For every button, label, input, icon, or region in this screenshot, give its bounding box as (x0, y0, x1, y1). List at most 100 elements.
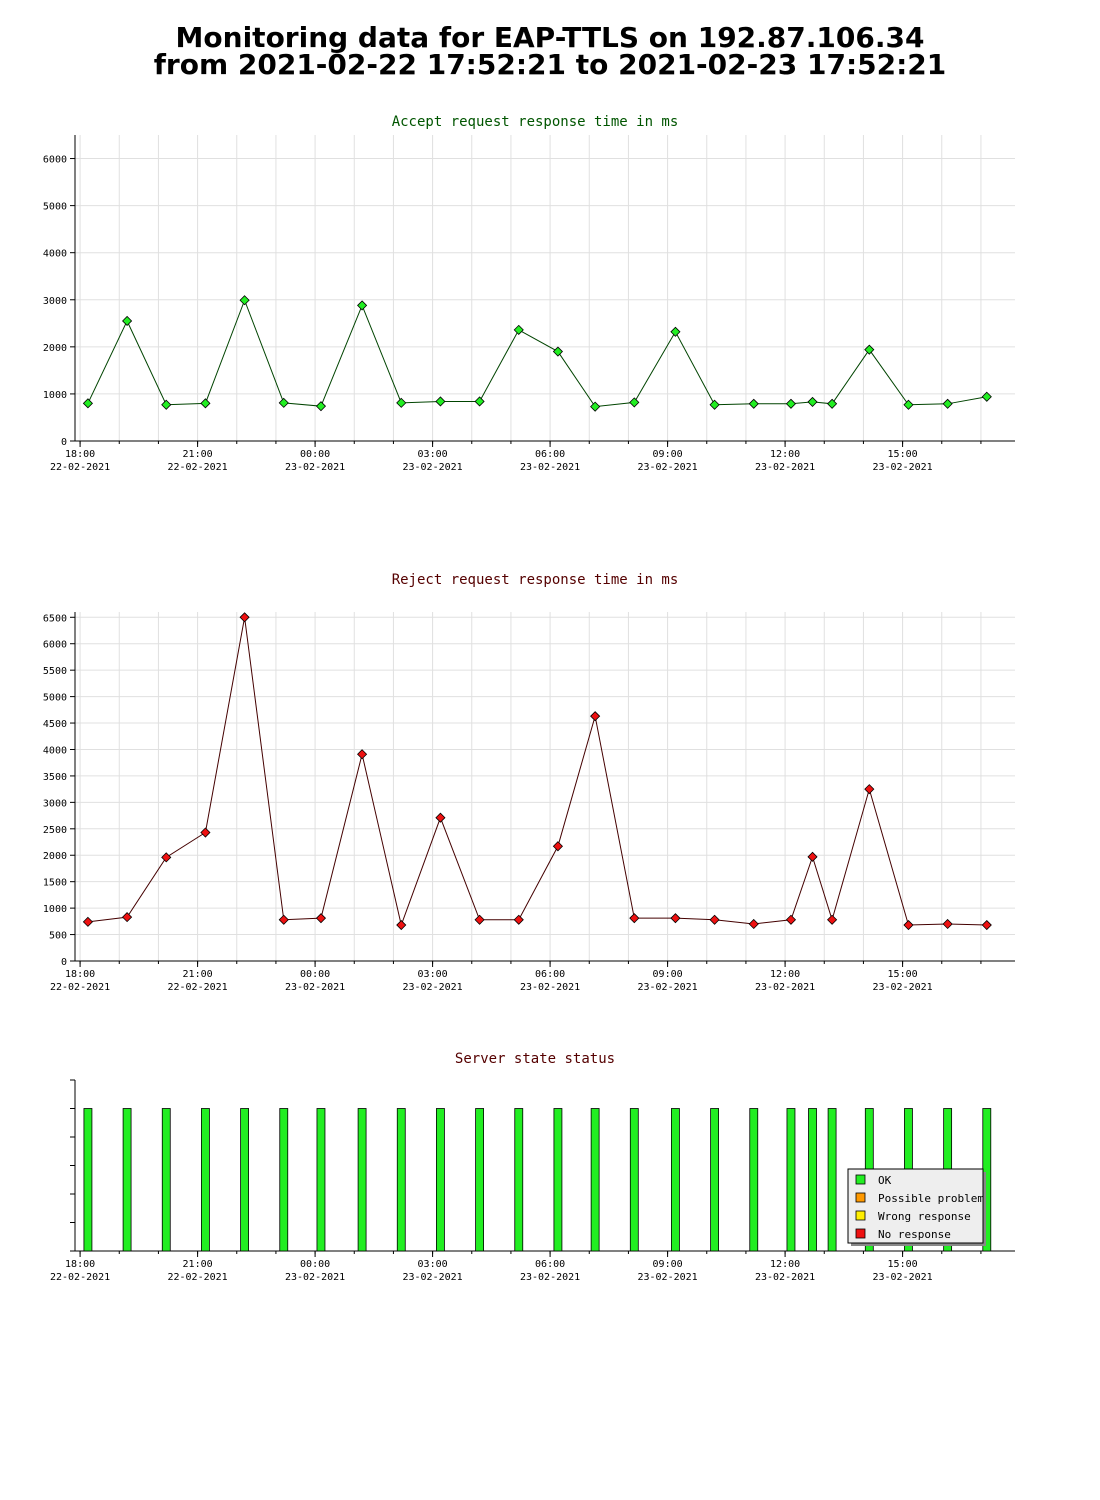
status-bar (671, 1108, 680, 1252)
y-tick-label: 3000 (43, 296, 67, 307)
reject-data-point (709, 914, 720, 925)
accept-data-point (709, 399, 720, 410)
x-tick-label-date: 23-02-2021 (872, 982, 932, 993)
reject-data-point (200, 827, 211, 838)
y-tick-label: 1500 (43, 878, 67, 889)
page-title: Monitoring data for EAP-TTLS on 192.87.1… (0, 21, 1100, 79)
reject-data-point (396, 919, 407, 931)
status-legend: OK Possible problem Wrong response No respo… (847, 1168, 986, 1246)
accept-data-point (670, 326, 681, 337)
status-bar (808, 1108, 817, 1252)
x-tick-label-date: 23-02-2021 (285, 1272, 345, 1283)
x-tick-label-time: 06:00 (535, 449, 565, 460)
x-tick-label-time: 09:00 (653, 1259, 683, 1270)
y-tick-label: 2000 (43, 343, 67, 354)
reject-data-point (785, 914, 797, 925)
status-bar (710, 1108, 719, 1252)
legend-swatch (855, 1192, 866, 1203)
reject-data-point (629, 913, 640, 924)
x-tick-label-time: 18:00 (65, 449, 95, 460)
legend-swatch (855, 1228, 866, 1239)
reject-data-point (315, 913, 327, 924)
x-tick-label-time: 09:00 (653, 969, 683, 980)
x-tick-label-time: 12:00 (770, 969, 800, 980)
reject-data-point (435, 812, 446, 823)
status-bar (201, 1108, 210, 1252)
accept-data-point (396, 397, 407, 408)
accept-data-point (200, 398, 211, 409)
status-bar (514, 1108, 524, 1252)
status-bar (240, 1108, 249, 1252)
legend-label: Possible problem (878, 1192, 984, 1205)
reject-data-point (552, 841, 563, 852)
legend-swatch (855, 1174, 866, 1185)
x-tick-label-time: 06:00 (535, 1259, 565, 1270)
y-tick-label: 4000 (43, 745, 67, 756)
x-tick-label-date: 22-02-2021 (167, 462, 227, 473)
reject-data-point (590, 711, 601, 722)
x-tick-label-date: 22-02-2021 (50, 1272, 110, 1283)
y-tick-label: 6000 (43, 640, 67, 651)
legend-label: No response (878, 1228, 951, 1241)
reject-data-point (942, 918, 953, 930)
status-bar (749, 1108, 759, 1252)
status-bar (827, 1108, 837, 1252)
x-tick-label-date: 23-02-2021 (755, 1272, 815, 1283)
x-tick-label-time: 00:00 (300, 1259, 330, 1270)
page-title-line1: Monitoring data for EAP-TTLS on 192.87.1… (175, 21, 925, 54)
y-tick-label: 5000 (43, 202, 67, 213)
accept-data-point (590, 401, 601, 412)
y-tick-label: 500 (49, 931, 67, 942)
x-tick-label-date: 22-02-2021 (50, 982, 110, 993)
reject-data-point (278, 914, 289, 925)
reject-data-point (748, 918, 759, 930)
x-tick-label-date: 23-02-2021 (520, 982, 580, 993)
y-tick-label: 0 (61, 957, 67, 968)
status-bar (161, 1108, 171, 1252)
accept-data-point (981, 391, 992, 402)
x-tick-label-time: 15:00 (888, 449, 918, 460)
accept-data-point (82, 398, 93, 409)
reject-data-point (670, 913, 681, 924)
reject-data-point (827, 914, 838, 925)
x-tick-label-date: 23-02-2021 (755, 982, 815, 993)
reject-data-point (903, 919, 914, 931)
accept-data-point (864, 344, 875, 355)
x-tick-label-date: 23-02-2021 (637, 462, 697, 473)
x-tick-label-time: 03:00 (418, 969, 448, 980)
accept-data-point (785, 398, 797, 409)
y-tick-label: 4500 (43, 719, 67, 730)
accept-data-point (552, 346, 563, 357)
reject-data-point (357, 749, 368, 760)
accept-data-point (903, 399, 914, 410)
status-chart: Server state status 18:00 22-02-2021 21:00 2… (50, 1051, 1015, 1283)
x-tick-label-date: 23-02-2021 (520, 462, 580, 473)
legend-label: OK (878, 1174, 892, 1187)
reject-data-point (122, 912, 133, 923)
x-tick-label-date: 23-02-2021 (637, 982, 697, 993)
status-bar (786, 1108, 796, 1252)
reject-series-line (87, 617, 987, 927)
x-tick-label-time: 21:00 (183, 1259, 213, 1270)
status-bar (316, 1108, 326, 1252)
x-tick-label-date: 23-02-2021 (755, 462, 815, 473)
x-tick-label-time: 06:00 (535, 969, 565, 980)
x-tick-label-time: 12:00 (770, 1259, 800, 1270)
x-tick-label-date: 23-02-2021 (520, 1272, 580, 1283)
status-chart-title: Server state status (455, 1051, 615, 1067)
y-tick-label: 3500 (43, 772, 67, 783)
x-tick-label-date: 23-02-2021 (872, 462, 932, 473)
legend-label: Wrong response (878, 1210, 971, 1223)
x-tick-label-date: 22-02-2021 (167, 982, 227, 993)
status-bar (590, 1108, 600, 1252)
status-bar (436, 1108, 445, 1252)
legend-box (847, 1168, 984, 1244)
accept-data-point (435, 396, 446, 407)
reject-data-point (864, 784, 875, 795)
reject-data-point (981, 919, 992, 931)
y-tick-label: 5500 (43, 666, 67, 677)
x-tick-label-time: 03:00 (418, 449, 448, 460)
x-tick-label-date: 23-02-2021 (872, 1272, 932, 1283)
x-tick-label-time: 18:00 (65, 1259, 95, 1270)
